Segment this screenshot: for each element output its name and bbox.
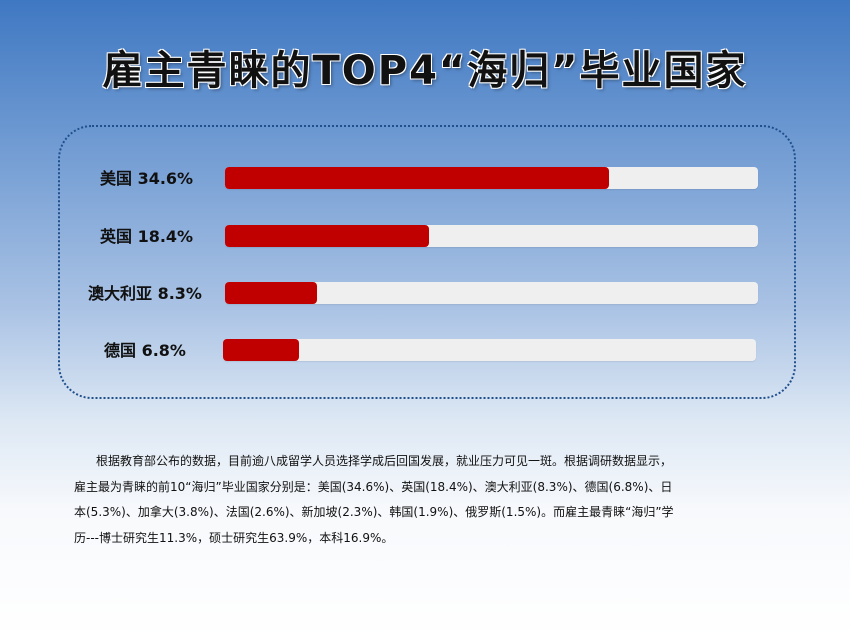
bar xyxy=(225,282,317,304)
paragraph-line-4: 历---博士研究生11.3%，硕士研究生63.9%，本科16.9%。 xyxy=(74,530,394,545)
bar-track xyxy=(225,225,758,247)
paragraph-line-2: 雇主最为青睐的前10“海归”毕业国家分别是：美国(34.6%)、英国(18.4%… xyxy=(74,479,673,494)
bar-label: 德国 6.8% xyxy=(104,341,186,360)
bar xyxy=(225,225,429,247)
bar-label: 美国 34.6% xyxy=(100,169,194,188)
bar xyxy=(223,339,299,361)
paragraph-line-1: 根据教育部公布的数据，目前逾八成留学人员选择学成后回国发展，就业压力可见一斑。根… xyxy=(96,454,673,468)
description-paragraph: 根据教育部公布的数据，目前逾八成留学人员选择学成后回国发展，就业压力可见一斑。根… xyxy=(74,449,796,551)
page-title: 雇主青睐的TOP4“海归”毕业国家 xyxy=(102,48,748,94)
bar xyxy=(225,167,609,189)
bar-label: 澳大利亚 8.3% xyxy=(88,284,202,303)
bar-label: 英国 18.4% xyxy=(100,227,194,246)
bar-track xyxy=(225,167,758,189)
chart-panel: 美国 34.6% 英国 18.4% 澳大利亚 8.3% 德国 6.8% xyxy=(58,125,796,399)
bar-track xyxy=(225,282,758,304)
bar-track xyxy=(223,339,756,361)
paragraph-line-3: 本(5.3%)、加拿大(3.8%)、法国(2.6%)、新加坡(2.3%)、韩国(… xyxy=(74,505,674,519)
